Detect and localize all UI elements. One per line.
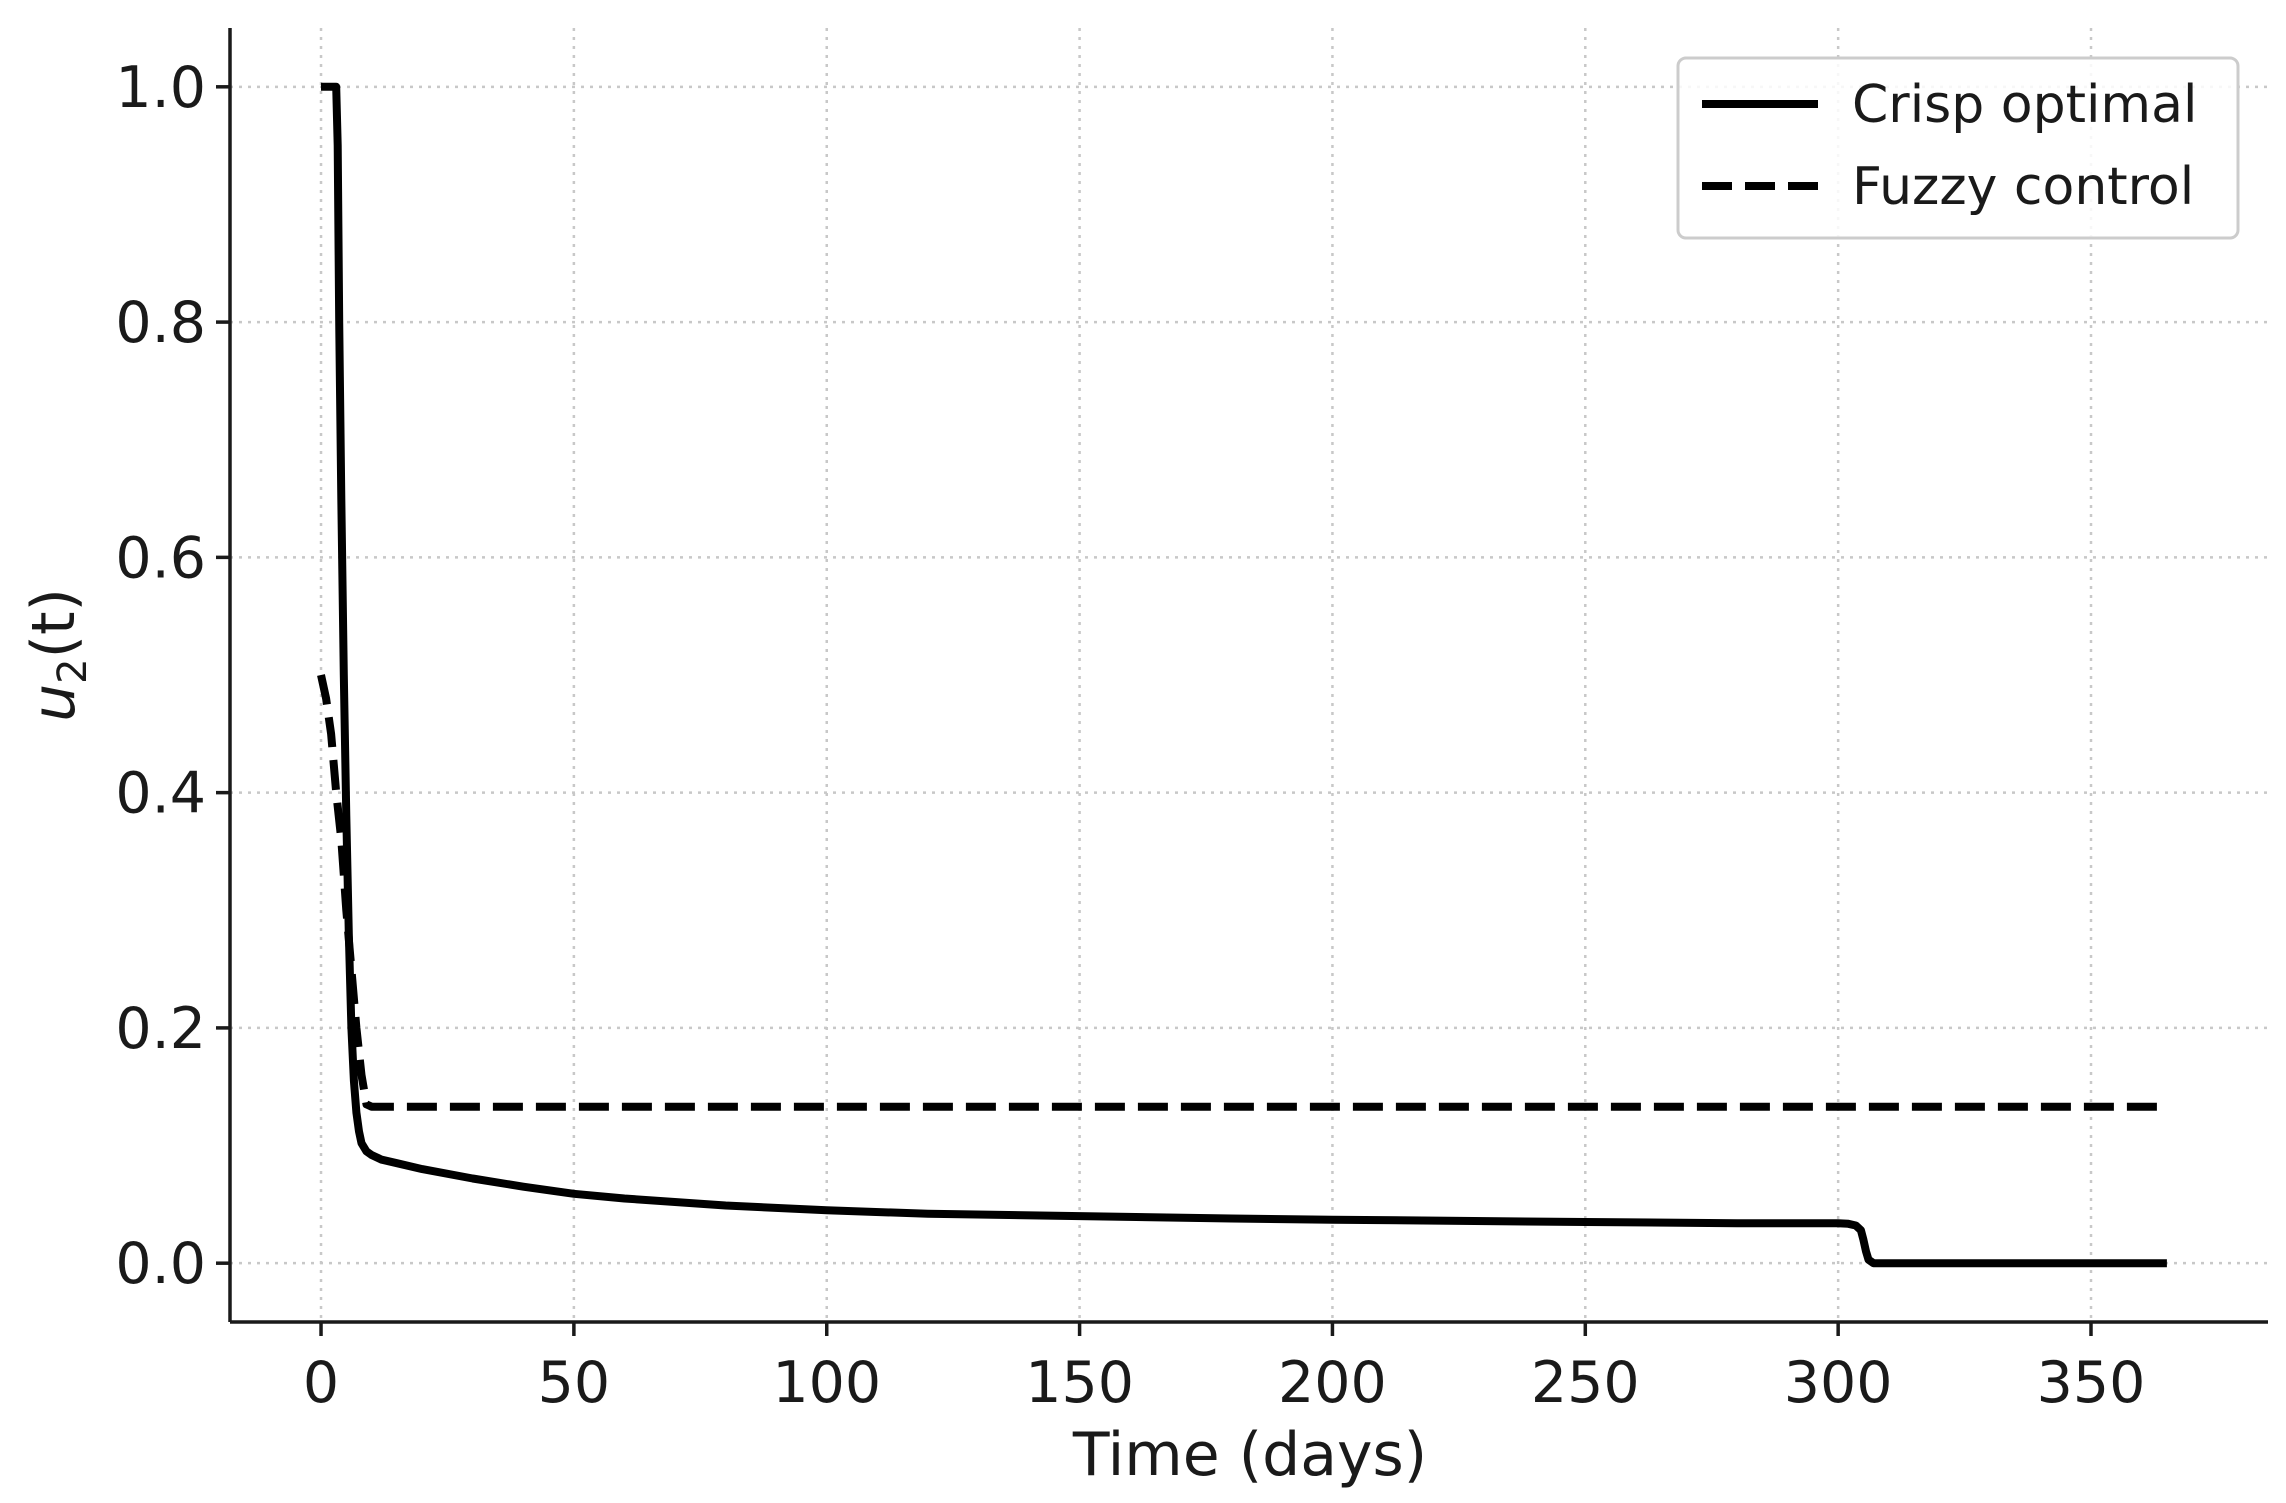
legend-label: Fuzzy control xyxy=(1852,157,2194,217)
series-line-crisp-optimal xyxy=(321,82,2167,1268)
legend: Crisp optimal Fuzzy control xyxy=(1676,56,2240,240)
y-tick-label: 0.0 xyxy=(115,1231,206,1297)
legend-label: Crisp optimal xyxy=(1852,75,2197,135)
grid-lines xyxy=(230,28,2268,1322)
x-tick-label: 150 xyxy=(1025,1350,1134,1416)
x-tick-label: 200 xyxy=(1278,1350,1387,1416)
x-tick-label: 300 xyxy=(1784,1350,1893,1416)
series-lines xyxy=(317,82,2167,1268)
y-tick-label: 0.4 xyxy=(115,761,206,827)
y-tick-label: 1.0 xyxy=(115,55,206,121)
x-tick-label: 350 xyxy=(2037,1350,2146,1416)
x-tick-label: 0 xyxy=(303,1350,339,1416)
x-tick-label: 250 xyxy=(1531,1350,1640,1416)
y-tick-label: 0.8 xyxy=(115,290,206,356)
x-axis-title: Time (days) xyxy=(1072,1420,1427,1490)
y-axis-title-tail: (t) xyxy=(19,588,89,658)
y-axis-title: u2(t) xyxy=(19,588,96,722)
axis-ticks: 0 50 100 150 200 250 300 350 0.0 0.2 0.4 0.6 0.8 1.0 xyxy=(115,55,2145,1416)
y-axis-title-subscript: 2 xyxy=(50,658,96,683)
y-tick-label: 0.2 xyxy=(115,996,206,1062)
y-tick-label: 0.6 xyxy=(115,525,206,591)
x-tick-label: 100 xyxy=(772,1350,881,1416)
series-line-fuzzy-control xyxy=(317,674,2167,1111)
axes-spines xyxy=(228,28,2268,1324)
y-axis-title-main: u xyxy=(19,684,89,722)
x-tick-label: 50 xyxy=(538,1350,611,1416)
